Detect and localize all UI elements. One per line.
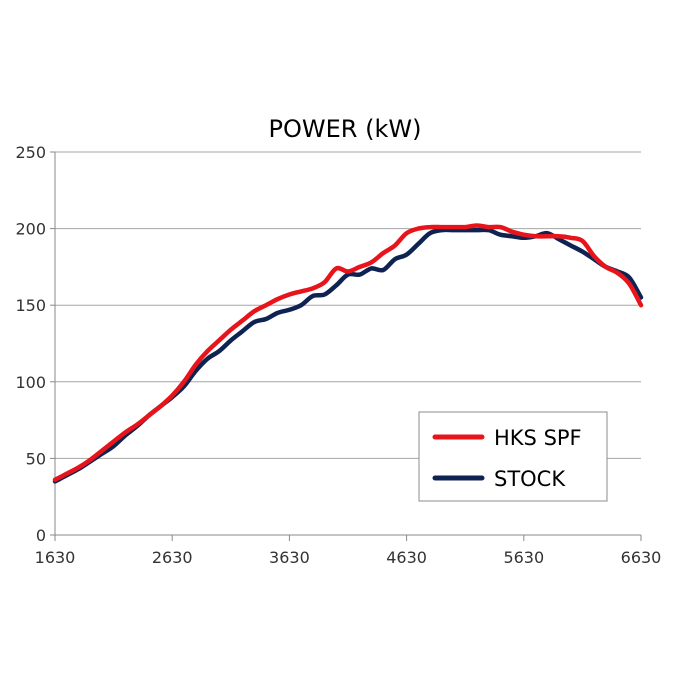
chart-title: POWER (kW) <box>269 115 422 143</box>
y-tick-label: 0 <box>36 526 46 545</box>
x-tick-label: 6630 <box>621 548 662 567</box>
x-tick-label: 5630 <box>503 548 544 567</box>
y-tick-label: 150 <box>15 296 46 315</box>
legend: HKS SPF STOCK <box>418 411 608 502</box>
y-tick-label: 50 <box>26 449 46 468</box>
x-tick-label: 4630 <box>386 548 427 567</box>
x-tick-label: 3630 <box>269 548 310 567</box>
y-tick-label: 200 <box>15 220 46 239</box>
axes <box>50 151 642 541</box>
x-tick-label: 2630 <box>152 548 193 567</box>
legend-label: HKS SPF <box>494 426 582 450</box>
y-tick-labels: 0 50 100 150 200 250 <box>15 143 46 545</box>
legend-label: STOCK <box>494 467 566 491</box>
series-lines <box>52 223 644 484</box>
y-tick-label: 250 <box>15 143 46 162</box>
series-line-hks-spf <box>52 223 644 483</box>
x-tick-labels: 1630 2630 3630 4630 5630 6630 <box>35 548 662 567</box>
legend-box <box>418 411 608 502</box>
x-tick-label: 1630 <box>35 548 76 567</box>
y-tick-label: 100 <box>15 373 46 392</box>
